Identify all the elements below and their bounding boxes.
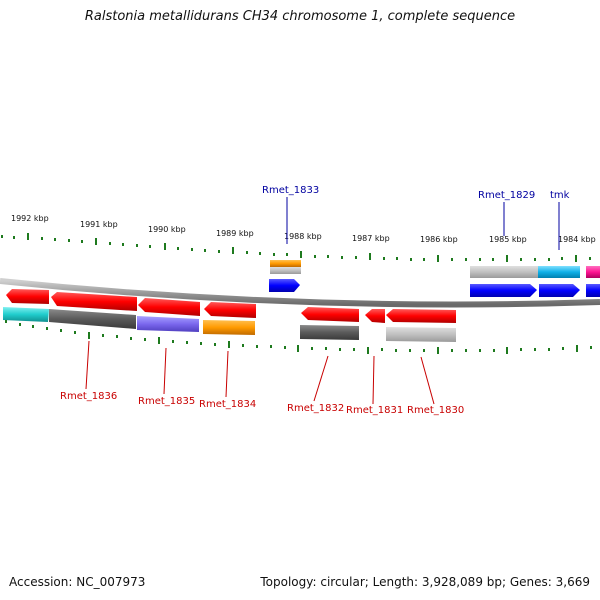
gene-label-rmet-1836: Rmet_1836 — [60, 391, 117, 402]
gene-arrow-rmet-1832 — [301, 307, 359, 322]
gene-arrow-rmet-1830 — [386, 309, 456, 323]
kbp-labels: 1992 kbp 1991 kbp 1990 kbp 1989 kbp 1988… — [11, 214, 596, 244]
gene-arrow-rmet-1833 — [269, 279, 300, 292]
kbp-label: 1992 kbp — [11, 214, 49, 223]
gene-box-rmet-1836-cyan — [3, 307, 49, 322]
leader-line-rmet-1834 — [225, 350, 229, 398]
gene-label-rmet-1832: Rmet_1832 — [287, 403, 344, 414]
topology-summary-text: Topology: circular; Length: 3,928,089 bp… — [260, 575, 590, 589]
chromosome-backbone — [0, 278, 600, 308]
gene-box-rmet-1830 — [386, 327, 456, 342]
gene-box-rmet-1833-light — [270, 267, 301, 274]
gene-arrow-edge — [586, 284, 600, 297]
leader-line-rmet-1830 — [420, 356, 435, 405]
gene-arrow-rmet-1836-b — [51, 292, 137, 311]
kbp-label: 1991 kbp — [80, 220, 118, 229]
kbp-label: 1989 kbp — [216, 229, 254, 238]
leader-line-rmet-1831 — [372, 355, 375, 405]
gene-box-rmet-1835 — [137, 316, 199, 332]
gene-label-rmet-1834: Rmet_1834 — [199, 399, 256, 410]
gene-label-rmet-1831: Rmet_1831 — [346, 405, 403, 416]
leader-line-rmet-1835 — [163, 347, 167, 395]
leader-lines — [85, 197, 560, 405]
gene-box-tmk — [538, 266, 580, 278]
gene-label-tmk: tmk — [550, 190, 570, 201]
gene-arrow-rmet-1834 — [204, 302, 256, 318]
gene-arrow-tmk — [539, 284, 580, 297]
gene-box-pink — [586, 266, 600, 278]
map-title: Ralstonia metallidurans CH34 chromosome … — [84, 9, 516, 24]
bottom-tick-row — [5, 320, 592, 354]
kbp-label: 1987 kbp — [352, 234, 390, 243]
gene-arrow-rmet-1829 — [470, 284, 537, 297]
gene-box-rmet-1833-orange — [270, 260, 301, 267]
gene-label-rmet-1833: Rmet_1833 — [262, 185, 319, 196]
gene-labels: Rmet_1833 Rmet_1829 tmk Rmet_1836 Rmet_1… — [60, 185, 570, 416]
kbp-label: 1986 kbp — [420, 235, 458, 244]
accession-text: Accession: NC_007973 — [9, 575, 146, 589]
forward-strand-features — [269, 260, 600, 297]
gene-arrow-rmet-1831 — [365, 309, 385, 323]
kbp-label: 1990 kbp — [148, 225, 186, 234]
top-tick-row — [1, 233, 591, 262]
kbp-label: 1985 kbp — [489, 235, 527, 244]
gene-label-rmet-1830: Rmet_1830 — [407, 405, 464, 416]
kbp-label: 1984 kbp — [558, 235, 596, 244]
gene-arrow-rmet-1835 — [138, 298, 200, 316]
gene-arrow-rmet-1836-a — [6, 289, 49, 304]
gene-box-rmet-1832 — [300, 325, 359, 340]
leader-line-rmet-1832 — [313, 355, 329, 402]
gene-box-rmet-1834 — [203, 320, 255, 335]
gene-box-rmet-1829 — [470, 266, 538, 278]
kbp-label: 1988 kbp — [284, 232, 322, 241]
leader-line-rmet-1836 — [85, 340, 90, 390]
gene-label-rmet-1829: Rmet_1829 — [478, 190, 535, 201]
gene-box-rmet-1836-dark — [49, 309, 136, 329]
reverse-strand-features — [3, 289, 456, 342]
gene-label-rmet-1835: Rmet_1835 — [138, 396, 195, 407]
